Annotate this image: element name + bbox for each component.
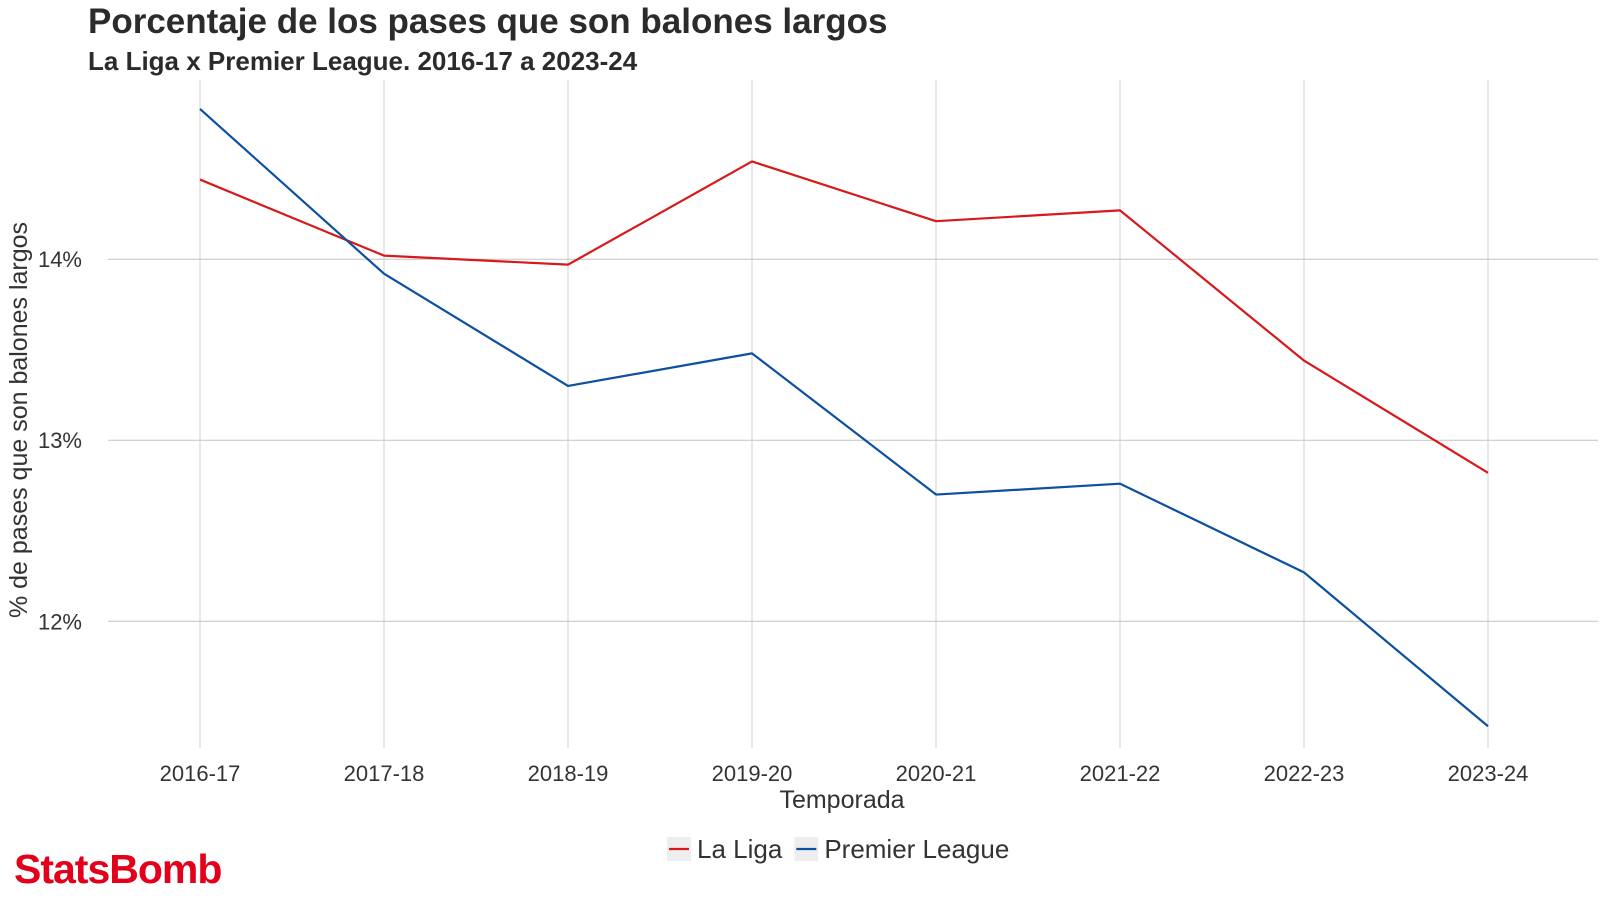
series-line-premier-league xyxy=(199,108,1489,728)
x-tick-label: 2022-23 xyxy=(1264,761,1345,786)
legend-label-la-liga: La Liga xyxy=(697,834,783,864)
x-axis-title: Temporada xyxy=(779,786,904,814)
chart-subtitle: La Liga x Premier League. 2016-17 a 2023… xyxy=(88,46,638,76)
x-tick-label: 2020-21 xyxy=(896,761,977,786)
x-tick-label: 2023-24 xyxy=(1448,761,1529,786)
x-tick-label: 2018-19 xyxy=(528,761,609,786)
chart-title: Porcentaje de los pases que son balones … xyxy=(88,2,888,41)
series-lines xyxy=(199,108,1489,728)
legend: La Liga Premier League xyxy=(667,834,1009,864)
x-tick-label: 2021-22 xyxy=(1080,761,1161,786)
x-tick-label: 2016-17 xyxy=(160,761,241,786)
y-tick-label: 13% xyxy=(38,428,82,453)
axes: 2016-17 2017-18 2018-19 2019-20 2020-21 2021-… xyxy=(38,247,1528,786)
y-tick-label: 14% xyxy=(38,247,82,272)
grid-lines xyxy=(108,80,1598,748)
y-tick-label: 12% xyxy=(38,609,82,634)
y-axis-title: % de pases que son balones largos xyxy=(5,222,33,618)
x-tick-label: 2017-18 xyxy=(344,761,425,786)
x-tick-label: 2019-20 xyxy=(712,761,793,786)
legend-label-premier-league: Premier League xyxy=(824,834,1009,864)
series-line-la-liga xyxy=(199,160,1489,474)
statsbomb-logo: StatsBomb xyxy=(14,846,222,892)
